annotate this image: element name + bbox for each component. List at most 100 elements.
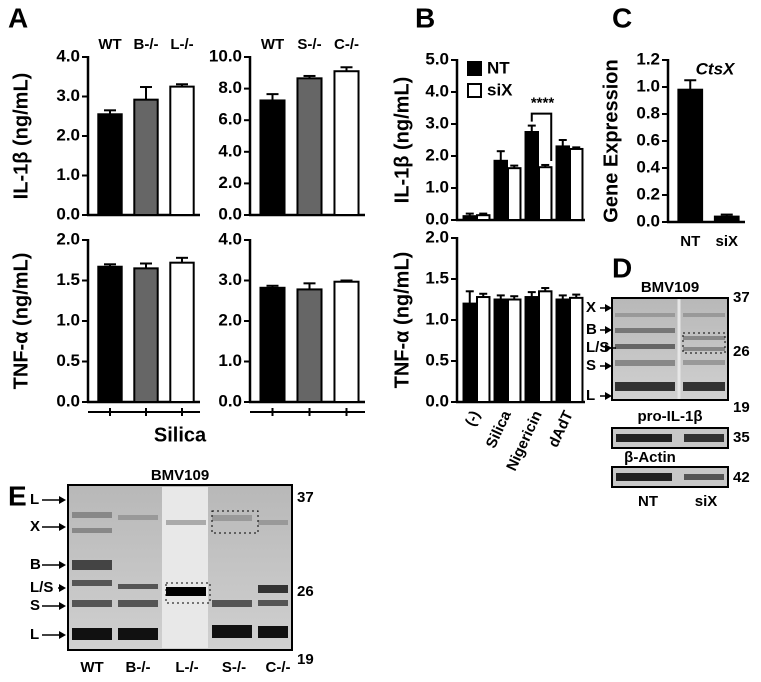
x-axis-label: Silica — [154, 424, 207, 446]
bar — [569, 147, 584, 222]
y-tick-label: 0.5 — [425, 350, 449, 369]
marker-label: 42 — [733, 469, 750, 486]
category-label: WT — [98, 36, 121, 53]
band-label: S — [30, 597, 40, 614]
y-tick-label: 0.0 — [425, 391, 449, 410]
bar — [713, 215, 740, 224]
y-axis-label: TNF-α (ng/mL) — [391, 252, 413, 389]
bar — [493, 159, 508, 222]
lane-label: L-/- — [175, 659, 198, 676]
band-label: B — [30, 556, 41, 573]
bar — [133, 267, 159, 403]
arrow-head — [59, 584, 66, 592]
band-label: X — [586, 299, 596, 316]
y-tick-label: 2.0 — [425, 145, 449, 164]
legend-label: siX — [487, 80, 513, 99]
bar — [493, 298, 508, 403]
band-label: L/S — [586, 339, 609, 356]
y-tick-label: 1.5 — [425, 268, 449, 287]
band-label: S — [586, 357, 596, 374]
y-tick-label: 4.0 — [218, 141, 242, 160]
marker-label: 37 — [297, 489, 314, 506]
y-tick-label: 2.0 — [425, 227, 449, 246]
panel-label: B — [415, 2, 435, 33]
band-label: X — [30, 518, 40, 535]
category-label: Silica — [483, 408, 515, 451]
blot-label: pro-IL-1β — [638, 408, 703, 425]
bar — [333, 70, 360, 216]
bar — [569, 296, 584, 403]
bar — [462, 302, 477, 404]
bar — [524, 296, 539, 404]
bar — [555, 298, 570, 403]
band-label: L — [586, 387, 595, 404]
panel-label: E — [8, 480, 27, 511]
band-label: L — [30, 491, 39, 508]
bar — [296, 288, 323, 403]
y-tick-label: 0.0 — [425, 209, 449, 228]
y-tick-label: 0.5 — [56, 351, 80, 370]
y-tick-label: 1.0 — [56, 310, 80, 329]
arrow-head — [605, 362, 612, 370]
gel-title: BMV109 — [151, 467, 209, 484]
marker-label: 19 — [297, 651, 314, 668]
y-tick-label: 0.6 — [636, 130, 660, 149]
lane-label: NT — [638, 493, 658, 510]
arrow-head — [605, 344, 612, 352]
arrow-head — [605, 304, 612, 312]
bar — [296, 77, 323, 216]
gel-d — [611, 297, 729, 488]
category-label: B-/- — [134, 36, 159, 53]
category-label: (-) — [462, 408, 484, 429]
bar — [97, 113, 123, 216]
y-tick-label: 1.5 — [56, 270, 80, 289]
band-label: L/S — [30, 579, 53, 596]
annotation: **** — [531, 95, 555, 112]
y-tick-label: 2.0 — [218, 310, 242, 329]
bar — [538, 290, 553, 403]
y-tick-label: 0.0 — [218, 204, 242, 223]
band-label: B — [586, 321, 597, 338]
bar — [677, 88, 704, 223]
bar — [507, 298, 522, 403]
y-axis-label: Gene Expression — [600, 59, 622, 222]
bar — [476, 296, 491, 404]
y-tick-label: 0.8 — [636, 103, 660, 122]
category-label: S-/- — [297, 36, 321, 53]
y-axis-label: IL-1β (ng/mL) — [10, 73, 32, 200]
bar — [169, 85, 195, 216]
category-label: NT — [680, 233, 700, 250]
bar — [133, 98, 159, 216]
y-tick-label: 0.0 — [636, 211, 660, 230]
bar — [169, 261, 195, 403]
lane-label: C-/- — [266, 659, 291, 676]
arrow-head — [59, 631, 66, 639]
gel-title: BMV109 — [641, 279, 699, 296]
bar — [524, 131, 539, 221]
bar — [259, 286, 286, 404]
y-tick-label: 5.0 — [425, 49, 449, 68]
annotation: CtsX — [696, 59, 736, 78]
y-tick-label: 10.0 — [209, 46, 242, 65]
arrow-head — [605, 326, 612, 334]
marker-label: 35 — [733, 429, 750, 446]
y-axis-label: TNF-α (ng/mL) — [10, 253, 32, 390]
bar — [333, 280, 360, 403]
y-tick-label: 4.0 — [425, 81, 449, 100]
panel-label: C — [612, 2, 632, 33]
lane-label: B-/- — [126, 659, 151, 676]
y-tick-label: 0.0 — [56, 391, 80, 410]
arrow-head — [59, 561, 66, 569]
arrow-head — [605, 392, 612, 400]
category-label: dAdT — [545, 408, 577, 450]
significance-bracket — [530, 112, 553, 161]
y-tick-label: 2.0 — [218, 173, 242, 192]
arrow-head — [59, 496, 66, 504]
y-tick-label: 1.0 — [425, 309, 449, 328]
marker-label: 37 — [733, 289, 750, 306]
legend-label: NT — [487, 58, 510, 77]
panel-label: A — [8, 2, 28, 33]
y-tick-label: 1.2 — [636, 49, 660, 68]
y-tick-label: 0.2 — [636, 184, 660, 203]
